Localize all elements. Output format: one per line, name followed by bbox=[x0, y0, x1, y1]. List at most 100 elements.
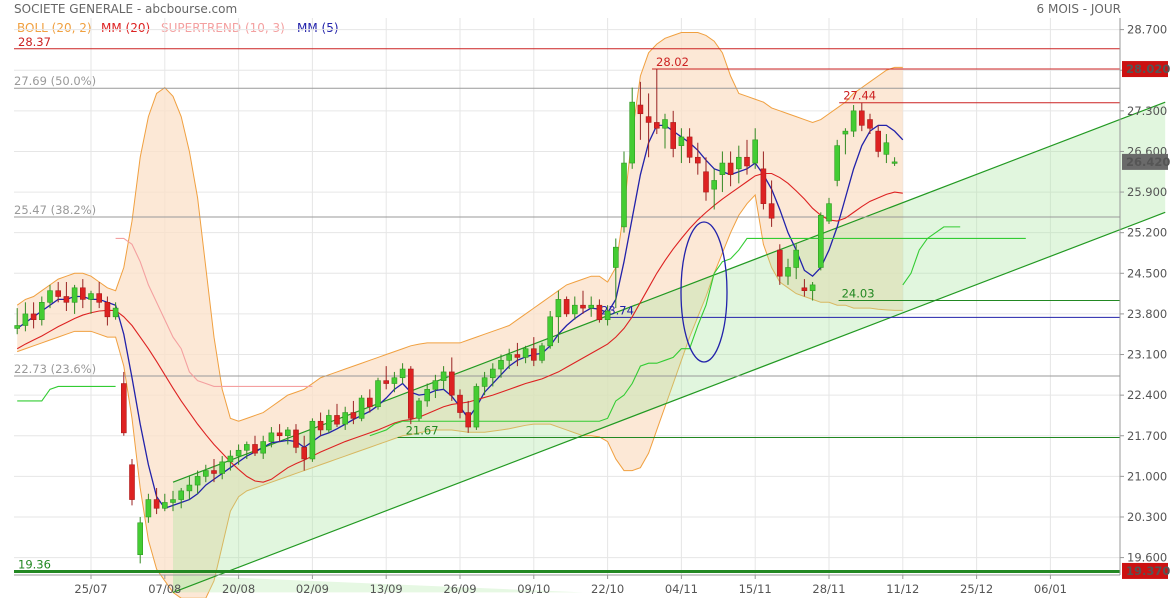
legend-boll[interactable]: BOLL (20, 2) bbox=[17, 21, 92, 35]
candle-body bbox=[448, 371, 455, 396]
candle-body bbox=[621, 162, 627, 228]
x-tick-label: 28/11 bbox=[812, 582, 845, 596]
candle-body bbox=[571, 304, 578, 315]
level-label: 21.67 bbox=[406, 423, 439, 437]
x-tick-label: 15/11 bbox=[739, 582, 772, 596]
candle-body bbox=[817, 214, 824, 268]
legend-supertrend[interactable]: SUPERTREND (10, 3) bbox=[161, 21, 285, 35]
y-tick-label: 20.300 bbox=[1127, 510, 1167, 524]
candle-body bbox=[555, 299, 562, 318]
candle-body bbox=[47, 290, 53, 303]
candle-body bbox=[481, 377, 488, 387]
candle-body bbox=[883, 142, 890, 155]
candle-body bbox=[801, 287, 808, 291]
y-tick-label: 28.700 bbox=[1127, 23, 1167, 37]
candle-body bbox=[38, 302, 45, 321]
candle-body bbox=[809, 284, 816, 291]
bollinger-upper-line bbox=[16, 32, 903, 422]
candle-body bbox=[694, 156, 701, 164]
candle-body bbox=[366, 397, 373, 408]
candle-body bbox=[334, 415, 340, 425]
candle-body bbox=[284, 429, 291, 437]
candle-body bbox=[596, 304, 603, 321]
candle-body bbox=[457, 394, 463, 413]
candle-body bbox=[891, 161, 898, 164]
chart-title: SOCIETE GENERALE - abcbourse.com bbox=[14, 2, 238, 16]
highlight-ellipse bbox=[680, 221, 728, 363]
candle-body bbox=[440, 371, 447, 381]
candle-body bbox=[686, 136, 693, 158]
y-tick-label: 24.500 bbox=[1127, 266, 1167, 280]
axes: 28.70028.00027.30026.60025.90025.20024.5… bbox=[14, 18, 1170, 596]
candle-body bbox=[727, 162, 734, 175]
x-tick-label: 20/08 bbox=[222, 582, 255, 596]
bollinger-lower-line bbox=[17, 193, 903, 598]
candle-body bbox=[137, 522, 143, 555]
x-tick-label: 11/12 bbox=[886, 582, 919, 596]
candle-body bbox=[875, 130, 882, 152]
x-tick-label: 25/07 bbox=[74, 582, 107, 596]
channel-fill bbox=[173, 102, 1166, 593]
low-price-tag-bg bbox=[1122, 562, 1168, 579]
x-tick-label: 04/11 bbox=[665, 582, 698, 596]
candle-body bbox=[55, 290, 62, 297]
y-tick-label: 21.700 bbox=[1127, 429, 1167, 443]
candle-body bbox=[416, 400, 422, 419]
level-label: 28.02 bbox=[656, 55, 689, 69]
candle-body bbox=[268, 432, 275, 442]
candle-body bbox=[489, 368, 496, 379]
candle-body bbox=[629, 101, 636, 164]
y-tick-label: 21.000 bbox=[1127, 469, 1167, 483]
level-label: 27.44 bbox=[843, 89, 876, 103]
candle-body bbox=[112, 307, 119, 318]
candle-body bbox=[63, 296, 70, 303]
candle-body bbox=[645, 116, 652, 123]
high-price-tag: 28.020 bbox=[1126, 62, 1170, 76]
candle-body bbox=[735, 156, 742, 170]
candle-body bbox=[842, 130, 849, 135]
candle-body bbox=[211, 470, 217, 474]
level-label: 19.36 bbox=[18, 558, 51, 572]
horizontal-levels: 28.37 28.02 27.69 (50.0%) 27.44 25.47 (38.2%… bbox=[14, 35, 1120, 574]
y-tick-label: 25.900 bbox=[1127, 185, 1167, 199]
candle-body bbox=[342, 412, 349, 425]
candle-body bbox=[104, 302, 111, 318]
x-tick-label: 02/09 bbox=[296, 582, 329, 596]
x-tick-label: 07/08 bbox=[148, 582, 181, 596]
y-tick-label: 22.400 bbox=[1127, 388, 1167, 402]
candle-body bbox=[194, 476, 201, 486]
level-label: 24.03 bbox=[842, 287, 875, 301]
candle-body bbox=[719, 162, 726, 175]
candle-body bbox=[88, 293, 94, 300]
channel-lower-line bbox=[172, 211, 1166, 593]
level-label: 25.47 (38.2%) bbox=[14, 203, 96, 217]
candle-body bbox=[793, 249, 800, 268]
chart-period: 6 MOIS - JOUR bbox=[1036, 2, 1121, 16]
y-tick-label: 23.800 bbox=[1127, 307, 1167, 321]
candle-body bbox=[588, 304, 595, 309]
candle-body bbox=[424, 389, 431, 402]
legend-mm20[interactable]: MM (20) bbox=[101, 21, 151, 35]
candle-body bbox=[506, 354, 513, 361]
series-line bbox=[115, 237, 313, 387]
candle-body bbox=[539, 345, 545, 361]
candle-body bbox=[752, 139, 759, 164]
candle-body bbox=[432, 380, 439, 390]
candle-body bbox=[563, 299, 570, 315]
candle-body bbox=[276, 432, 283, 437]
candle-body bbox=[760, 168, 767, 204]
candle-body bbox=[71, 287, 78, 303]
legend-mm5[interactable]: MM (5) bbox=[297, 21, 339, 35]
candle-body bbox=[293, 429, 299, 448]
candle-body bbox=[203, 470, 209, 477]
channel-base-fill bbox=[173, 575, 583, 593]
y-tick-label: 25.200 bbox=[1127, 226, 1167, 240]
x-tick-label: 22/10 bbox=[591, 582, 624, 596]
y-tick-label: 23.100 bbox=[1127, 348, 1167, 362]
y-tick-label: 19.600 bbox=[1127, 551, 1167, 565]
candle-body bbox=[522, 348, 529, 358]
candle-body bbox=[867, 119, 873, 129]
candle-body bbox=[383, 380, 390, 384]
candle-body bbox=[375, 380, 381, 408]
candle-body bbox=[604, 310, 611, 321]
